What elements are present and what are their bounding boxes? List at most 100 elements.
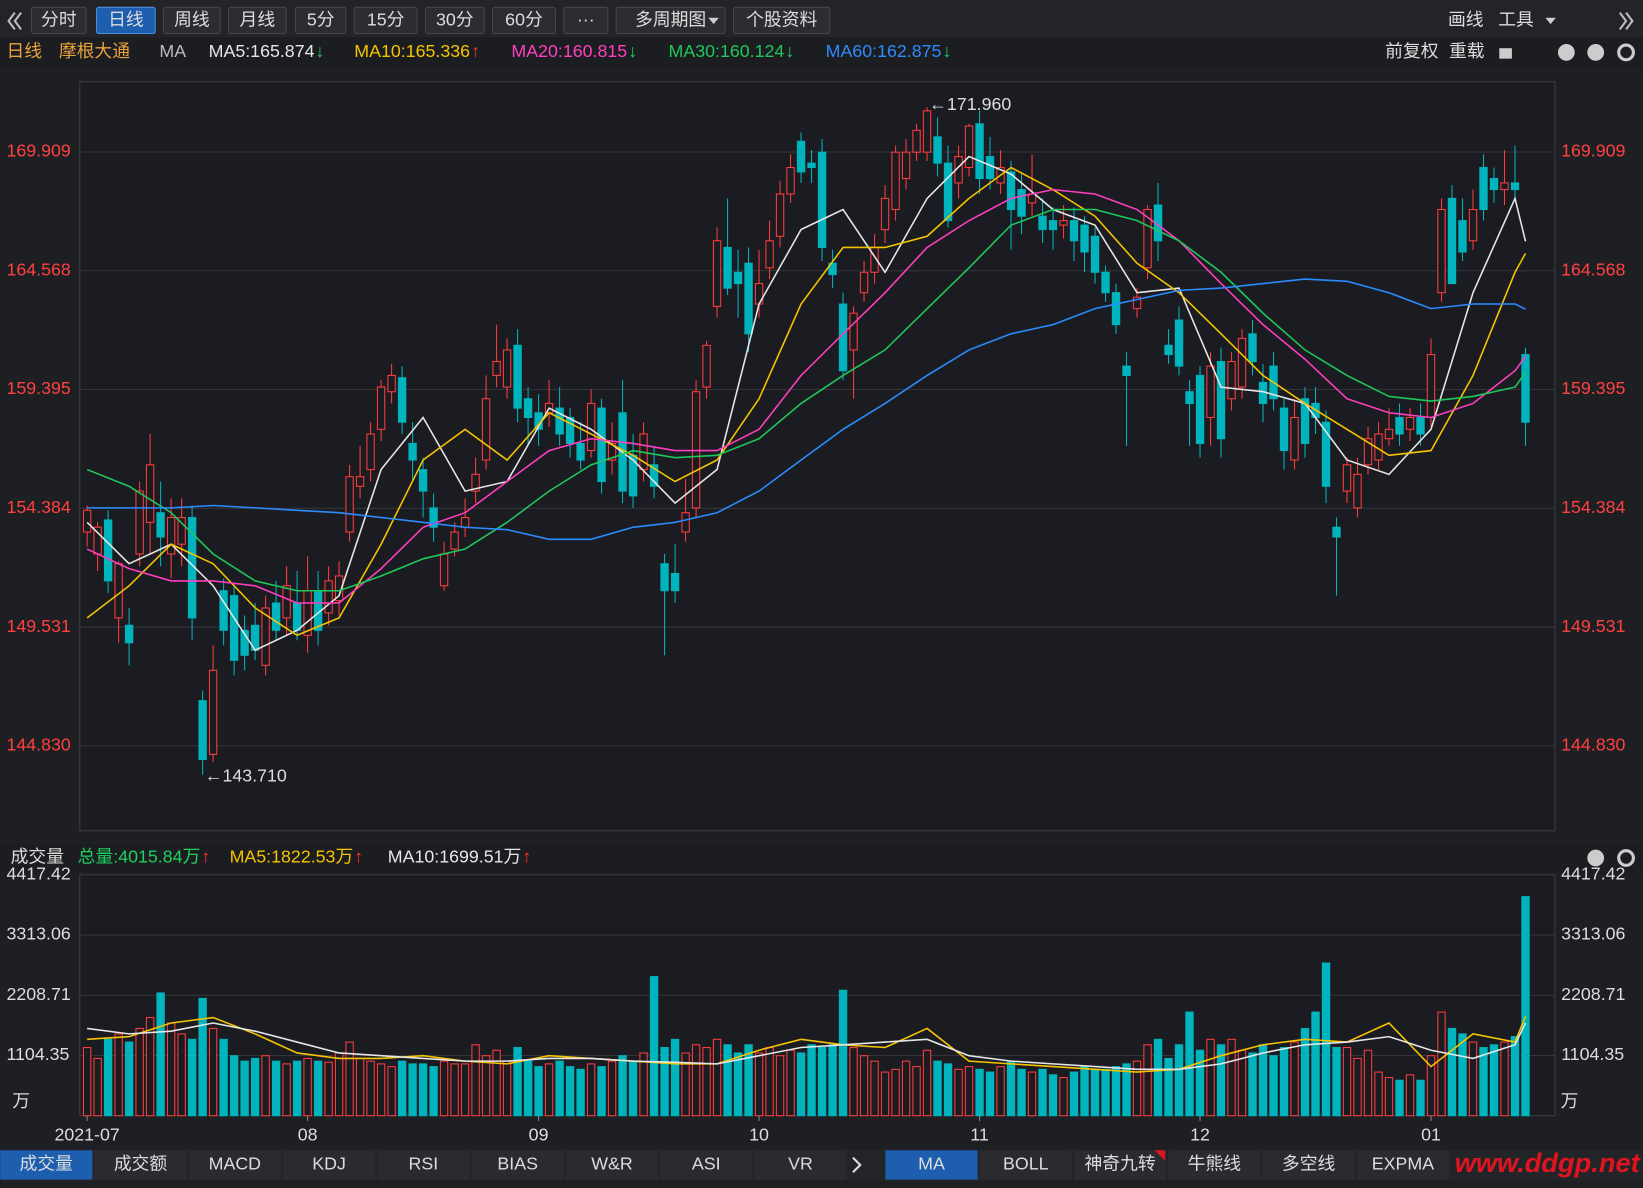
zoom-in-icon[interactable] <box>1557 44 1575 61</box>
tab-scroll[interactable] <box>852 1156 862 1174</box>
bottom-tab[interactable] <box>188 1150 281 1180</box>
x-tick-label: 08 <box>298 1124 318 1144</box>
y-tick-label: 164.568 <box>6 259 70 279</box>
volume-bar <box>1153 1038 1163 1117</box>
volume-bar <box>460 1063 470 1117</box>
volume-bar <box>1122 1063 1131 1117</box>
volume-bar <box>1458 1033 1467 1117</box>
toolbar-button[interactable] <box>228 6 287 35</box>
candle-body <box>292 602 302 631</box>
bottom-tab[interactable] <box>94 1150 187 1180</box>
candle-body <box>1521 354 1530 423</box>
bottom-tab[interactable] <box>1168 1150 1261 1180</box>
close-icon[interactable] <box>1587 849 1605 867</box>
volume-bar <box>628 1060 638 1117</box>
candle-body <box>807 162 816 169</box>
bottom-tab-label: 多空线 <box>1282 1154 1336 1174</box>
settings-icon[interactable] <box>1617 43 1635 62</box>
candle-body <box>156 512 165 538</box>
volume-unit: 万 <box>12 1091 30 1111</box>
volume-bar <box>1332 1047 1341 1117</box>
volume-bar <box>618 1055 627 1117</box>
candle-body <box>775 193 785 237</box>
y-tick-label-right: 2208.71 <box>1561 984 1625 1004</box>
candle-body <box>597 407 606 483</box>
x-tick-label: 09 <box>529 1124 549 1144</box>
toolbar-right[interactable]: 画线 <box>1448 10 1484 30</box>
bottom-tab[interactable] <box>1073 1150 1167 1180</box>
volume-bar <box>418 1063 428 1117</box>
bottom-tab[interactable] <box>754 1150 847 1180</box>
bottom-tab[interactable] <box>1262 1150 1355 1180</box>
bottom-tab[interactable] <box>471 1150 564 1180</box>
volume-bar <box>1069 1071 1079 1117</box>
candle-body <box>1174 319 1184 367</box>
volume-bar <box>586 1063 596 1117</box>
volume-total-trend: ↑ <box>201 847 210 867</box>
volume-bar <box>1384 1077 1394 1117</box>
forward-icon[interactable] <box>1618 11 1634 30</box>
bottom-tab[interactable] <box>660 1150 753 1180</box>
volume-bar <box>1258 1044 1268 1117</box>
toolbar-button[interactable] <box>732 6 831 35</box>
candle-body <box>429 507 438 528</box>
settings-icon[interactable] <box>1617 849 1635 867</box>
toolbar-button[interactable] <box>96 6 156 35</box>
bottom-tab[interactable] <box>565 1150 659 1180</box>
volume-bar <box>1174 1044 1184 1117</box>
volume-bar <box>891 1068 900 1117</box>
candle-body <box>880 197 890 231</box>
stock-name: 摩根大通 <box>59 41 130 61</box>
volume-bar <box>345 1041 354 1117</box>
legend-trend: ↓ <box>628 41 637 61</box>
candle-body <box>229 595 239 661</box>
y-tick-label: 3313.06 <box>6 924 70 944</box>
volume-bar <box>1416 1079 1425 1117</box>
volume-bar <box>198 997 207 1117</box>
bottom-tab-label: KDJ <box>312 1154 346 1174</box>
bottom-tab-label: VR <box>788 1154 813 1174</box>
candle-body <box>1069 220 1079 242</box>
lock-icon[interactable] <box>1499 48 1512 59</box>
candle-body <box>124 624 134 644</box>
candle-body <box>1426 354 1436 419</box>
bottom-tab[interactable] <box>1356 1150 1450 1180</box>
volume-bar <box>1479 1047 1488 1117</box>
toolbar-button[interactable] <box>163 6 221 35</box>
toolbar-button[interactable] <box>615 6 726 35</box>
volume-bar <box>450 1063 459 1117</box>
toolbar-button[interactable] <box>353 6 418 35</box>
candle-body <box>82 509 92 533</box>
zoom-out-icon[interactable] <box>1587 44 1605 61</box>
candle-body <box>1395 416 1404 435</box>
candle-body <box>1468 208 1478 242</box>
bottom-tab[interactable] <box>885 1150 978 1180</box>
candle-body <box>933 136 942 164</box>
bottom-tab[interactable] <box>377 1150 470 1180</box>
candle-body <box>1227 360 1236 400</box>
toolbar-button[interactable] <box>492 6 556 35</box>
toolbar-button[interactable] <box>563 6 609 35</box>
bottom-tab[interactable] <box>979 1150 1072 1180</box>
toolbar-right[interactable]: 工具 <box>1498 10 1534 30</box>
volume-bar <box>1437 1011 1446 1117</box>
candle-body <box>523 398 533 419</box>
volume-bar <box>796 1052 806 1117</box>
toolbar-button[interactable] <box>295 6 347 35</box>
toolbar-button[interactable] <box>424 6 485 35</box>
candle-body <box>502 349 512 388</box>
bottom-tab[interactable] <box>0 1150 93 1180</box>
candle-body <box>1248 333 1257 363</box>
candle-body <box>1164 344 1173 356</box>
volume-bar <box>334 1052 344 1117</box>
adjust-button[interactable]: 前复权 <box>1385 41 1439 61</box>
volume-bar <box>124 1041 134 1117</box>
volume-bar <box>1405 1074 1415 1117</box>
bottom-tab[interactable] <box>283 1150 376 1180</box>
candle-body <box>712 240 722 307</box>
reload-button[interactable]: 重载 <box>1449 41 1485 61</box>
back-icon[interactable] <box>7 11 22 30</box>
candle-body <box>1080 224 1089 253</box>
bottom-tab-label: 成交量 <box>20 1154 73 1174</box>
toolbar-button[interactable] <box>31 6 87 35</box>
